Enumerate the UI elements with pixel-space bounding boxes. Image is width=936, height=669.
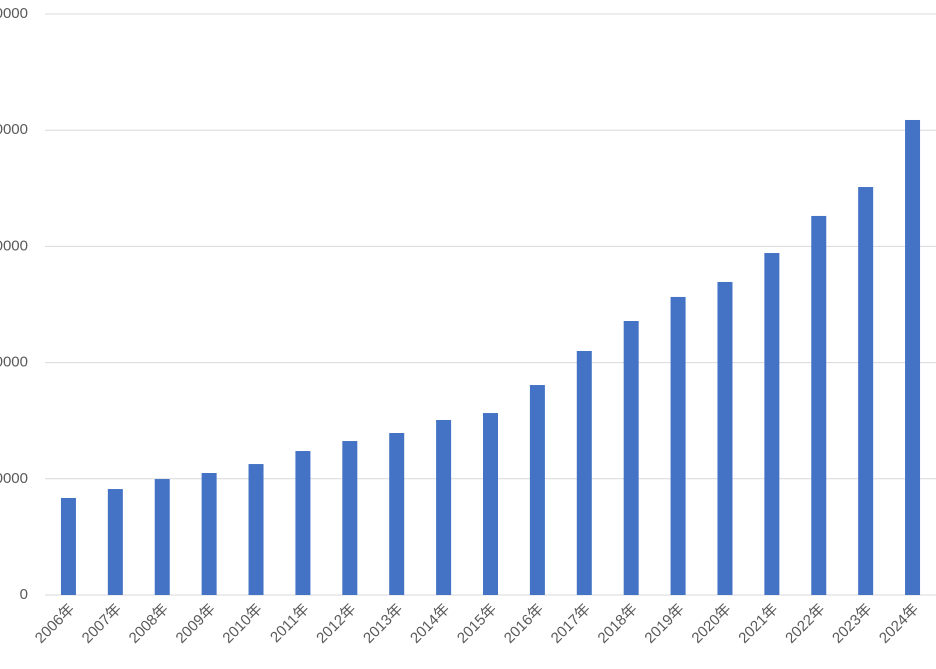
y-tick-label: 30000 (0, 237, 28, 254)
x-tick-label: 2011年 (267, 601, 312, 646)
y-tick-label: 20000 (0, 354, 28, 371)
x-tick-label: 2020年 (688, 601, 734, 647)
bar (248, 464, 264, 595)
x-tick-label: 2015年 (454, 601, 500, 647)
x-tick-label: 2012年 (313, 601, 359, 647)
bar (811, 215, 827, 595)
x-tick-label: 2008年 (126, 601, 172, 647)
y-tick-label: 10000 (0, 470, 28, 487)
bar (342, 441, 358, 595)
x-tick-label: 2024年 (876, 601, 922, 647)
x-tick-label: 2023年 (829, 601, 875, 647)
bar (295, 451, 311, 595)
x-tick-label: 2022年 (782, 601, 828, 647)
x-tick-label: 2021年 (735, 601, 781, 647)
bar (529, 385, 545, 595)
x-tick-label: 2019年 (641, 601, 687, 647)
bar (905, 119, 921, 596)
x-tick-label: 2014年 (407, 601, 453, 647)
bar (670, 296, 686, 595)
bar (60, 497, 76, 595)
x-tick-label: 2010年 (219, 601, 265, 647)
y-tick-label: 40000 (0, 121, 28, 138)
bar (436, 420, 452, 595)
bar (576, 350, 592, 595)
y-tick-label: 50000 (0, 5, 28, 22)
bar (154, 479, 170, 595)
x-tick-label: 2009年 (173, 601, 219, 647)
y-tick-label: 0 (20, 586, 28, 603)
bar (483, 413, 498, 595)
x-tick-label: 2013年 (360, 601, 406, 647)
x-tick-label: 2017年 (548, 601, 594, 647)
bar (764, 253, 780, 595)
x-tick-label: 2016年 (501, 601, 547, 647)
bar (623, 321, 639, 595)
bar (858, 187, 874, 596)
bar (717, 281, 733, 595)
bar (389, 433, 405, 595)
bar (107, 489, 123, 595)
x-tick-label: 2018年 (595, 601, 641, 647)
x-tick-label: 2006年 (32, 601, 78, 647)
bar (201, 472, 217, 595)
x-tick-label: 2007年 (79, 601, 125, 647)
